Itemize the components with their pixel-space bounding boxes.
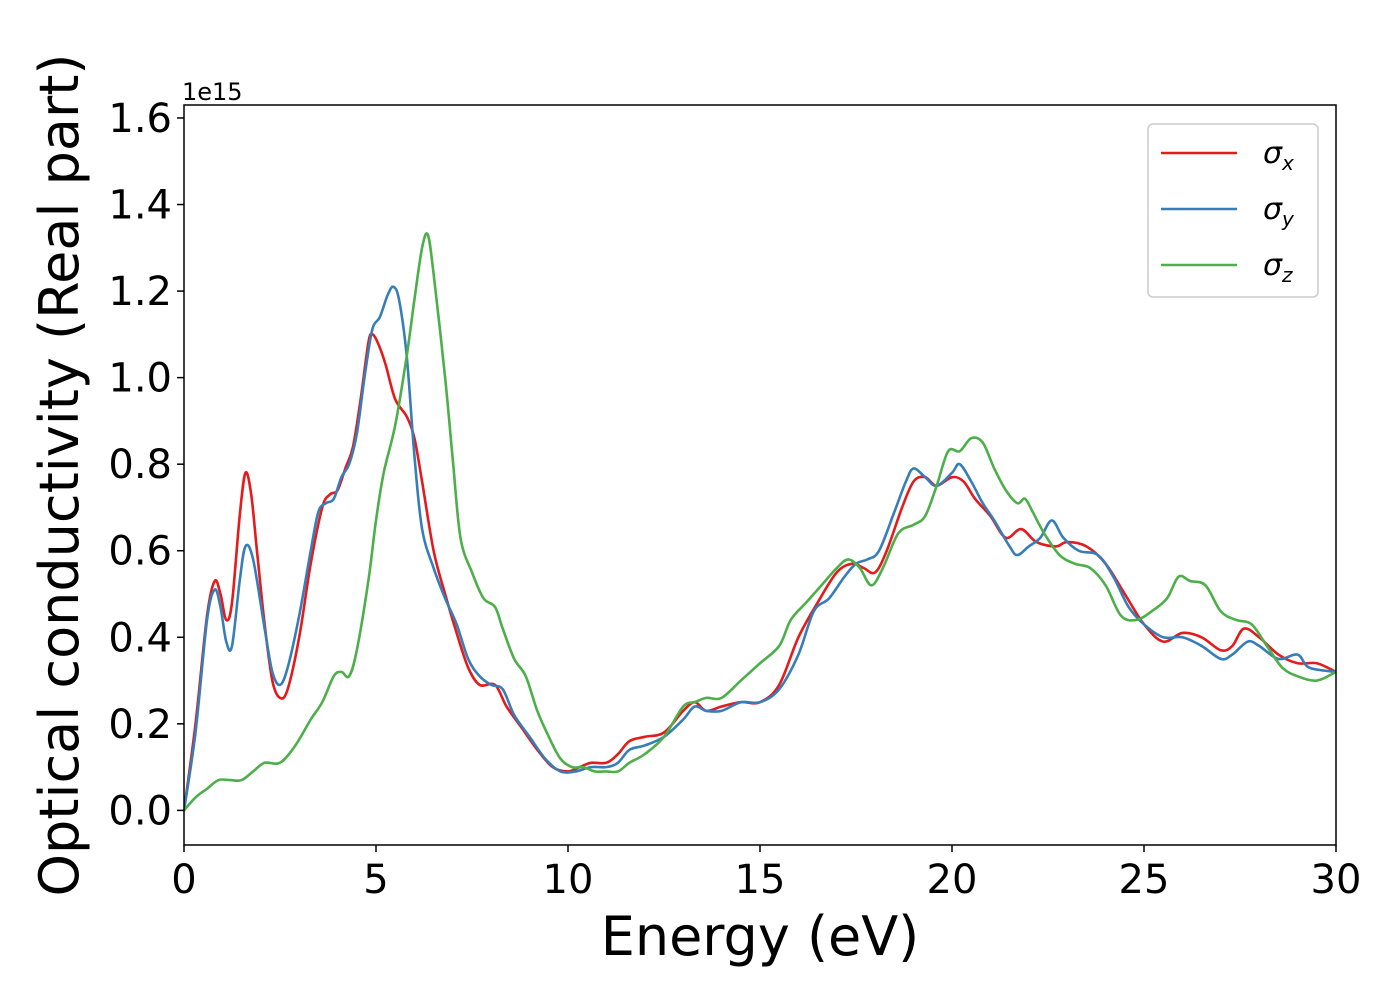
x-tick-label: 20 [927, 857, 978, 903]
x-tick-label: 30 [1311, 857, 1362, 903]
y-tick-label: 1.4 [108, 183, 172, 229]
x-tick-label: 5 [363, 857, 388, 903]
y-tick-label: 0.6 [108, 529, 172, 575]
x-tick-label: 15 [735, 857, 786, 903]
legend-frame [1147, 123, 1319, 298]
y-tick-label: 0.2 [108, 702, 172, 748]
x-axis-label: Energy (eV) [601, 905, 920, 968]
y-axis-label: Optical conductivity (Real part) [28, 54, 91, 897]
ticks-layer: 0 5 10 15 20 25 30 0.0 0.2 0.4 0.6 0.8 1.0 1.2 1.4 1.6 [108, 96, 1361, 903]
legend-label-x: σx [1263, 136, 1294, 175]
y-tick-label: 0.8 [108, 442, 172, 488]
y-tick-label: 0.0 [108, 788, 172, 834]
series-line-y [184, 285, 1336, 812]
x-tick-label: 25 [1119, 857, 1170, 903]
x-tick-label: 0 [171, 857, 196, 903]
series-line-z [184, 232, 1336, 812]
series-layer [184, 232, 1336, 812]
x-tick-label: 10 [543, 857, 594, 903]
y-tick-label: 1.6 [108, 96, 172, 142]
y-tick-label: 1.2 [108, 269, 172, 315]
y-offset-label: 1e15 [182, 78, 243, 106]
y-tick-label: 0.4 [108, 615, 172, 661]
y-tick-label: 1.0 [108, 356, 172, 402]
